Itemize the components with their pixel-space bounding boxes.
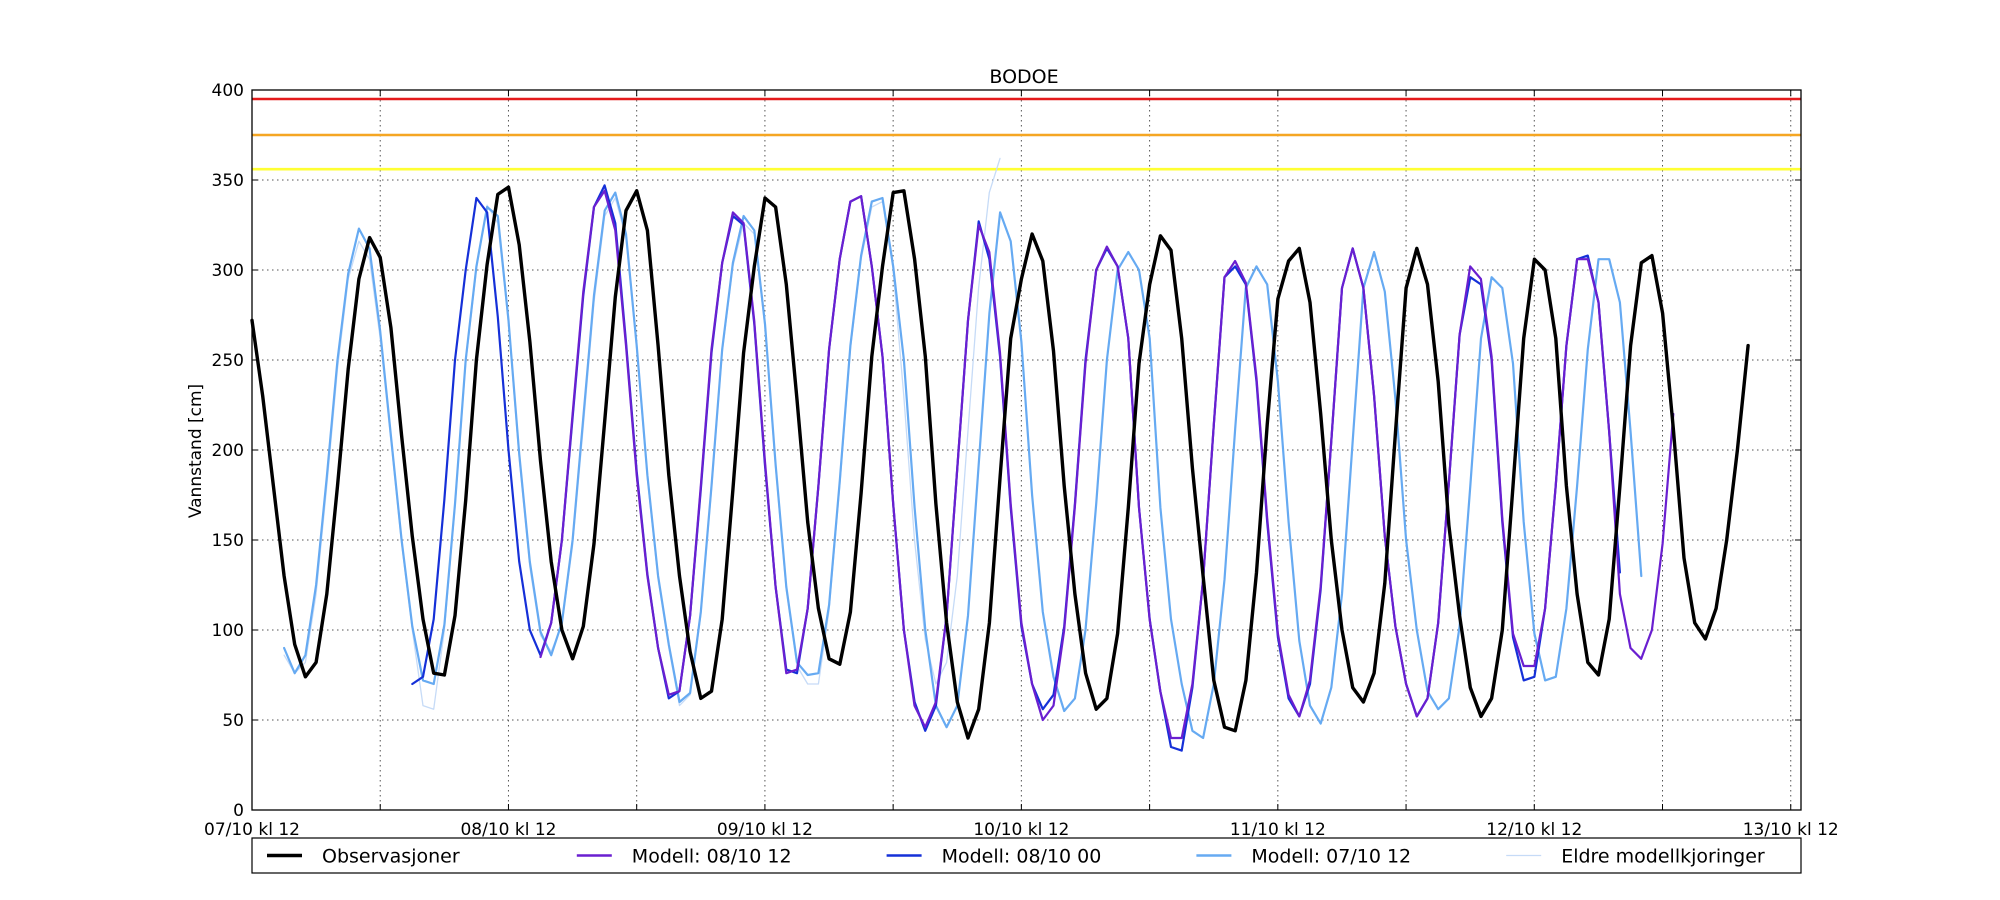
y-tick-label: 0: [233, 801, 244, 821]
x-tick-label: 09/10 kl 12: [717, 820, 813, 840]
y-tick-label: 50: [222, 711, 244, 731]
x-tick-label: 12/10 kl 12: [1486, 820, 1582, 840]
grid-lines: [252, 90, 1801, 810]
chart-title: BODOE: [989, 66, 1058, 88]
y-tick-label: 250: [212, 351, 244, 371]
x-tick-label: 10/10 kl 12: [973, 820, 1069, 840]
legend-label: Observasjoner: [322, 846, 460, 868]
legend-label: Modell: 08/10 00: [942, 846, 1102, 868]
x-tick-label: 11/10 kl 12: [1230, 820, 1326, 840]
plot-area-frame: [251, 89, 1802, 811]
legend-box: [251, 837, 1802, 874]
y-axis-label: Vannstand [cm]: [186, 384, 206, 518]
legend-label: Eldre modellkjoringer: [1561, 846, 1765, 868]
axis-ticks: 0 50 100 150 200 250 300 350 400 07/10 kl 12 08/10…: [204, 81, 1839, 840]
y-tick-label: 200: [212, 441, 244, 461]
x-tick-label: 07/10 kl 12: [204, 820, 300, 840]
series-line-modell-07-10-12: [283, 191, 1643, 740]
y-tick-label: 100: [212, 621, 244, 641]
legend: Observasjoner Modell: 08/10 12 Modell: 08/…: [251, 837, 1802, 874]
y-tick-label: 400: [212, 81, 244, 101]
y-tick-label: 300: [212, 261, 244, 281]
series-line-observasjoner: [250, 185, 1750, 740]
y-tick-label: 350: [212, 171, 244, 191]
threshold-lines: [252, 97, 1801, 171]
series-lines: [250, 157, 1750, 752]
x-tick-label: 13/10 kl 12: [1743, 820, 1839, 840]
legend-label: Modell: 07/10 12: [1251, 846, 1411, 868]
legend-label: Modell: 08/10 12: [632, 846, 792, 868]
series-line-modell-08-10-12: [539, 189, 1675, 740]
x-tick-label: 08/10 kl 12: [460, 820, 556, 840]
y-tick-label: 150: [212, 531, 244, 551]
series-line-eldre-modellkjoringer: [892, 157, 1001, 685]
